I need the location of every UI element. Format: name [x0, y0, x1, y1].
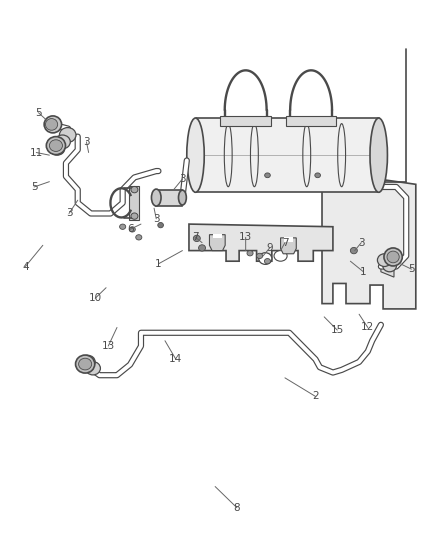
Text: 9: 9 [266, 243, 272, 253]
Ellipse shape [369, 118, 387, 192]
Ellipse shape [135, 235, 141, 240]
Text: 5: 5 [31, 182, 37, 192]
Text: 13: 13 [102, 341, 115, 351]
Text: 13: 13 [239, 232, 252, 243]
Ellipse shape [377, 254, 391, 266]
Text: 1: 1 [155, 259, 161, 269]
Ellipse shape [59, 127, 76, 142]
Text: 3: 3 [66, 208, 72, 219]
Polygon shape [209, 235, 225, 251]
Bar [129, 186, 138, 220]
Ellipse shape [264, 259, 270, 264]
Text: 3: 3 [83, 137, 89, 147]
Text: 3: 3 [357, 238, 364, 248]
Text: 2: 2 [311, 391, 318, 401]
Text: 3: 3 [152, 214, 159, 224]
Ellipse shape [264, 173, 270, 177]
Polygon shape [283, 237, 292, 241]
Ellipse shape [350, 247, 357, 254]
Polygon shape [188, 224, 332, 261]
Ellipse shape [193, 235, 200, 241]
Text: 5: 5 [35, 108, 42, 118]
Ellipse shape [178, 190, 186, 205]
Ellipse shape [382, 259, 396, 272]
Ellipse shape [131, 187, 138, 193]
Text: 7: 7 [281, 238, 288, 248]
Ellipse shape [383, 248, 401, 266]
Ellipse shape [49, 142, 64, 155]
Ellipse shape [186, 118, 204, 192]
Ellipse shape [157, 222, 163, 228]
Text: 8: 8 [233, 503, 240, 513]
Ellipse shape [247, 251, 253, 256]
Polygon shape [321, 171, 415, 309]
Text: 15: 15 [330, 325, 343, 335]
Polygon shape [280, 238, 296, 254]
Ellipse shape [129, 227, 135, 232]
Text: 12: 12 [360, 322, 374, 333]
Text: 5: 5 [407, 264, 414, 274]
Ellipse shape [75, 355, 95, 373]
Ellipse shape [314, 173, 320, 177]
Ellipse shape [85, 362, 100, 375]
Text: 14: 14 [169, 354, 182, 364]
Ellipse shape [119, 224, 125, 229]
Ellipse shape [151, 189, 161, 206]
Ellipse shape [131, 213, 138, 219]
Ellipse shape [78, 358, 92, 370]
Ellipse shape [46, 136, 65, 155]
Ellipse shape [49, 140, 62, 151]
Polygon shape [380, 256, 393, 277]
Ellipse shape [258, 253, 271, 264]
Text: 11: 11 [30, 148, 43, 158]
Text: 10: 10 [88, 293, 102, 303]
Ellipse shape [386, 251, 398, 263]
Ellipse shape [256, 253, 262, 259]
Ellipse shape [80, 356, 95, 368]
Ellipse shape [46, 118, 57, 130]
Bar [220, 116, 270, 126]
Text: 7: 7 [192, 232, 198, 243]
Polygon shape [156, 190, 182, 206]
Text: 6: 6 [127, 224, 133, 235]
Text: 4: 4 [22, 262, 28, 271]
Bar [285, 116, 336, 126]
Ellipse shape [273, 251, 286, 261]
Polygon shape [195, 118, 378, 192]
Ellipse shape [198, 245, 205, 251]
Ellipse shape [54, 135, 70, 149]
Text: 3: 3 [179, 174, 185, 184]
Ellipse shape [44, 116, 61, 133]
Polygon shape [212, 233, 221, 238]
Text: 1: 1 [359, 267, 366, 277]
